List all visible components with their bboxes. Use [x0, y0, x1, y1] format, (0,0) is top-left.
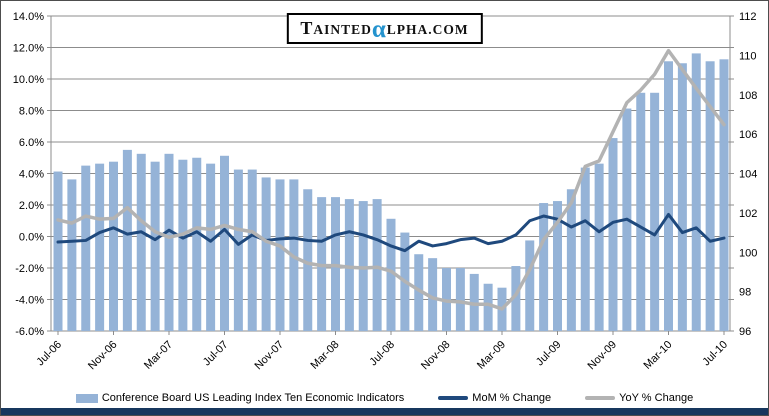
index-bar [275, 179, 285, 331]
index-bar [261, 177, 271, 331]
x-axis-label: Mar-07 [142, 339, 175, 372]
index-bar [344, 199, 354, 331]
x-axis-label: Jul-06 [34, 339, 64, 369]
index-bar [525, 240, 535, 331]
left-axis-label: 2.0% [19, 200, 44, 212]
right-axis-label: 100 [739, 247, 757, 259]
index-bar [428, 258, 438, 331]
right-axis-label: 96 [739, 326, 751, 338]
x-axis-label: Jul-10 [700, 339, 730, 369]
index-bar [608, 138, 618, 331]
bar-swatch-icon [75, 393, 98, 403]
left-axis-label: 6.0% [19, 137, 44, 149]
taintedalpha-logo: TAINTEDαLPHA.COM [286, 13, 483, 44]
legend-item-mom: MoM % Change [438, 392, 551, 404]
alpha-icon: α [371, 16, 387, 43]
right-axis-label: 108 [739, 90, 757, 102]
index-bar [372, 199, 382, 331]
right-axis-label: 98 [739, 287, 751, 299]
left-axis-label: -2.0% [15, 263, 44, 275]
index-bar [719, 59, 729, 331]
index-bar [206, 163, 216, 331]
index-bar [192, 157, 202, 331]
legend-item-yoy: YoY % Change [585, 392, 693, 404]
index-bar [594, 163, 604, 331]
index-bar [511, 266, 521, 331]
index-bar [566, 189, 576, 331]
legend-label: Conference Board US Leading Index Ten Ec… [101, 392, 405, 404]
left-axis-label: 14.0% [13, 11, 44, 23]
left-axis-label: 12.0% [13, 43, 44, 55]
index-bar [664, 61, 673, 331]
x-axis-label: Mar-08 [308, 339, 341, 372]
index-bar [650, 92, 660, 331]
logo-text: T [300, 18, 314, 38]
x-axis-label: Mar-10 [641, 339, 674, 372]
index-bar [109, 161, 118, 331]
index-bar [483, 283, 493, 331]
left-axis-label: 4.0% [19, 169, 44, 181]
index-bar [81, 165, 91, 331]
right-axis-label: 112 [739, 11, 757, 23]
legend-label: MoM % Change [472, 392, 552, 404]
index-bar [247, 169, 257, 331]
left-axis-label: 0.0% [19, 232, 44, 244]
index-bar [164, 153, 174, 331]
index-bar [553, 201, 562, 331]
legend-label: YoY % Change [619, 392, 694, 404]
chart-canvas: 14.0% 12.0% 10.0% 8.0% 6.0% 4.0% 2.0% 0.0% -2.0%… [13, 11, 758, 373]
index-bar [677, 63, 687, 331]
right-axis-label: 104 [739, 169, 757, 181]
logo-text: AINTED [313, 22, 372, 37]
index-bar [122, 149, 132, 331]
index-bar [691, 53, 701, 331]
index-bar [136, 153, 146, 331]
logo-text: LPHA.COM [386, 22, 469, 37]
legend-item-index: Conference Board US Leading Index Ten Ec… [75, 392, 405, 404]
chart-legend: Conference Board US Leading Index Ten Ec… [1, 392, 768, 404]
index-bar [580, 167, 590, 331]
x-axis-label: Jul-08 [367, 339, 397, 369]
mom-line-swatch-icon [438, 396, 469, 400]
right-axis-label: 102 [739, 208, 757, 220]
index-bar [455, 268, 465, 331]
index-bar [220, 155, 229, 331]
index-bar [67, 179, 77, 331]
index-bar [178, 159, 188, 331]
right-axis-label: 110 [739, 50, 757, 62]
x-axis-label: Jul-07 [201, 339, 231, 369]
x-axis-label: Nov-06 [86, 339, 120, 373]
x-axis-label: Nov-07 [253, 339, 287, 373]
yoy-line [56, 48, 726, 311]
x-axis-label: Nov-09 [586, 339, 620, 373]
x-axis-label: Mar-09 [475, 339, 508, 372]
left-axis-label: -4.0% [15, 295, 44, 307]
mom-line [56, 212, 726, 253]
x-axis-label: Jul-09 [534, 339, 564, 369]
index-bar [53, 171, 63, 331]
index-bar [414, 254, 424, 331]
index-bar [705, 61, 715, 331]
left-axis-label: 10.0% [13, 74, 44, 86]
index-bar [303, 189, 313, 331]
index-bar [358, 201, 368, 331]
yoy-line-swatch-icon [585, 396, 616, 400]
index-bar [539, 203, 549, 331]
index-bar [233, 169, 243, 331]
index-bar [95, 163, 105, 331]
right-axis-label: 106 [739, 129, 757, 141]
x-axis-label: Nov-08 [419, 339, 453, 373]
index-bar [150, 161, 160, 331]
bottom-accent-strip [1, 408, 768, 415]
left-axis-label: -6.0% [15, 326, 44, 338]
index-bar [636, 92, 646, 331]
index-bar [386, 218, 396, 331]
left-axis-label: 8.0% [19, 106, 44, 118]
